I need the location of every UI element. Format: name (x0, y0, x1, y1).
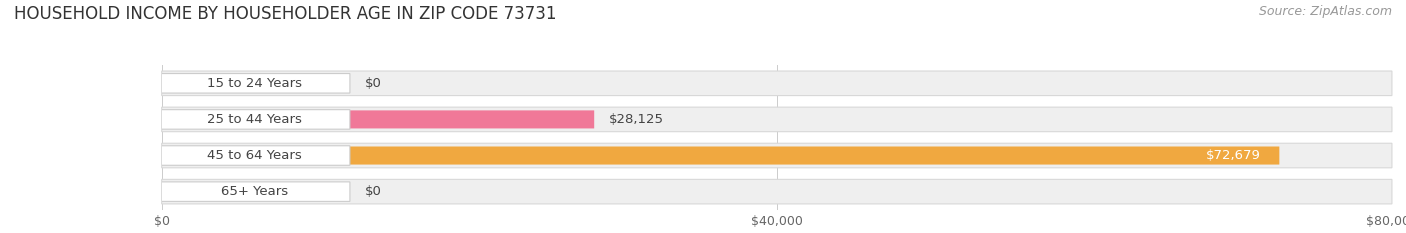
Text: $0: $0 (364, 185, 381, 198)
FancyBboxPatch shape (162, 143, 1392, 168)
FancyBboxPatch shape (162, 147, 1279, 164)
Text: 25 to 44 Years: 25 to 44 Years (207, 113, 302, 126)
FancyBboxPatch shape (162, 107, 1392, 132)
FancyBboxPatch shape (162, 74, 184, 92)
Text: HOUSEHOLD INCOME BY HOUSEHOLDER AGE IN ZIP CODE 73731: HOUSEHOLD INCOME BY HOUSEHOLDER AGE IN Z… (14, 5, 557, 23)
FancyBboxPatch shape (162, 179, 1392, 204)
Text: $28,125: $28,125 (609, 113, 664, 126)
FancyBboxPatch shape (159, 146, 350, 165)
FancyBboxPatch shape (159, 182, 350, 201)
Text: 65+ Years: 65+ Years (221, 185, 288, 198)
FancyBboxPatch shape (159, 74, 350, 93)
FancyBboxPatch shape (162, 71, 1392, 96)
FancyBboxPatch shape (159, 110, 350, 129)
Text: $72,679: $72,679 (1206, 149, 1261, 162)
Text: 15 to 24 Years: 15 to 24 Years (207, 77, 302, 90)
Text: Source: ZipAtlas.com: Source: ZipAtlas.com (1258, 5, 1392, 18)
FancyBboxPatch shape (162, 110, 595, 128)
FancyBboxPatch shape (162, 183, 184, 201)
Text: 45 to 64 Years: 45 to 64 Years (207, 149, 302, 162)
Text: $0: $0 (364, 77, 381, 90)
